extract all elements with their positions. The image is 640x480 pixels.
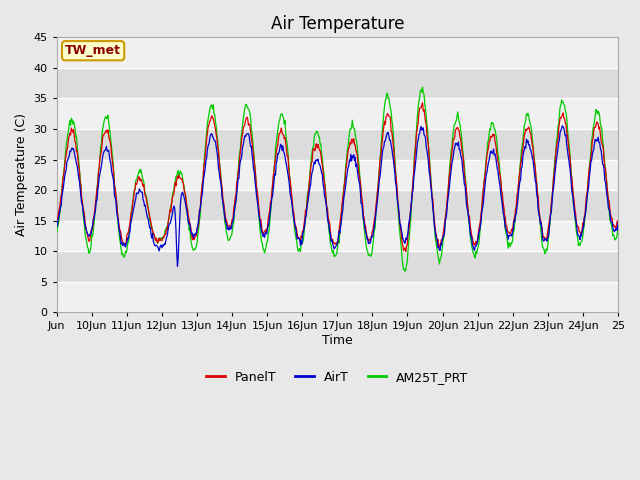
Text: TW_met: TW_met (65, 44, 121, 57)
Bar (57, 98, 618, 129)
Bar (57, 190, 618, 221)
Y-axis label: Air Temperature (C): Air Temperature (C) (15, 113, 28, 236)
X-axis label: Time: Time (322, 334, 353, 347)
Bar (57, 68, 618, 98)
Bar (57, 159, 618, 190)
Legend: PanelT, AirT, AM25T_PRT: PanelT, AirT, AM25T_PRT (201, 366, 474, 389)
Title: Air Temperature: Air Temperature (271, 15, 404, 33)
Bar (57, 129, 618, 159)
Bar (57, 251, 618, 282)
Bar (57, 282, 618, 312)
Bar (57, 37, 618, 68)
Bar (57, 221, 618, 251)
